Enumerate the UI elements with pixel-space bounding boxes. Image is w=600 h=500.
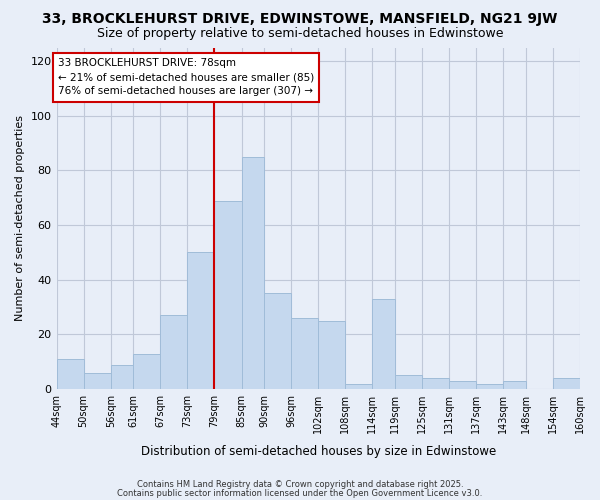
Bar: [291, 318, 318, 389]
Bar: [242, 157, 264, 389]
Text: Contains public sector information licensed under the Open Government Licence v3: Contains public sector information licen…: [118, 488, 482, 498]
Y-axis label: Number of semi-detached properties: Number of semi-detached properties: [15, 116, 25, 322]
Bar: [160, 316, 187, 389]
Bar: [264, 294, 291, 389]
Bar: [346, 384, 373, 389]
Text: Size of property relative to semi-detached houses in Edwinstowe: Size of property relative to semi-detach…: [97, 28, 503, 40]
Bar: [214, 200, 242, 389]
Text: 33 BROCKLEHURST DRIVE: 78sqm
← 21% of semi-detached houses are smaller (85)
76% : 33 BROCKLEHURST DRIVE: 78sqm ← 21% of se…: [58, 58, 314, 96]
Bar: [422, 378, 449, 389]
Bar: [133, 354, 160, 389]
X-axis label: Distribution of semi-detached houses by size in Edwinstowe: Distribution of semi-detached houses by …: [140, 444, 496, 458]
Bar: [449, 381, 476, 389]
Bar: [476, 384, 503, 389]
Text: 33, BROCKLEHURST DRIVE, EDWINSTOWE, MANSFIELD, NG21 9JW: 33, BROCKLEHURST DRIVE, EDWINSTOWE, MANS…: [43, 12, 557, 26]
Bar: [503, 381, 526, 389]
Bar: [110, 364, 133, 389]
Bar: [187, 252, 214, 389]
Bar: [56, 359, 83, 389]
Bar: [83, 373, 110, 389]
Bar: [373, 299, 395, 389]
Bar: [318, 321, 346, 389]
Bar: [395, 376, 422, 389]
Bar: [553, 378, 580, 389]
Text: Contains HM Land Registry data © Crown copyright and database right 2025.: Contains HM Land Registry data © Crown c…: [137, 480, 463, 489]
